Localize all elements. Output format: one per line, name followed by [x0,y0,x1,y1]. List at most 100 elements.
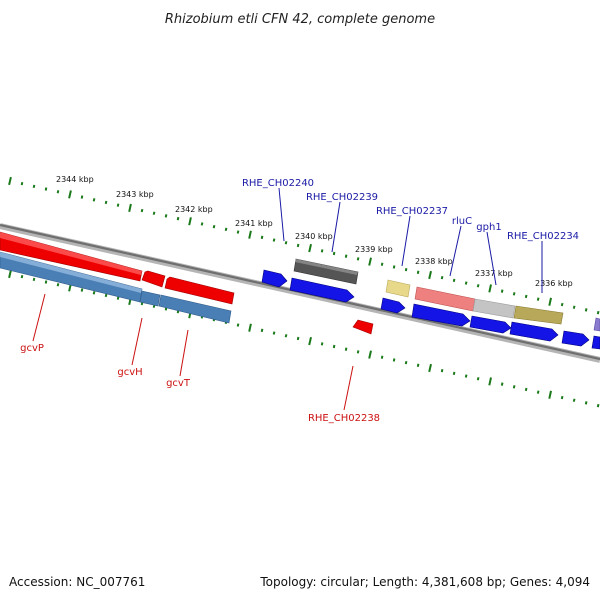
gene-RHE_CH02234[interactable] [509,321,559,342]
scale-tick-upper [476,284,480,288]
scale-tick-lower [464,374,468,378]
gene-RHE_CH02238[interactable] [352,319,374,335]
kbp-label: 2342 kbp [175,205,213,214]
gene-rluC[interactable] [411,303,471,327]
scale-tick-upper [356,257,360,261]
scale-tick-lower [296,336,300,341]
scale-tick-upper [548,297,552,306]
scale-tick-lower [416,363,420,367]
scale-tick-upper [212,224,216,229]
scale-tick-upper [320,249,324,253]
scale-tick-lower [440,368,444,373]
scale-tick-lower [320,342,324,346]
scale-tick-upper [68,190,72,199]
scale-tick-lower [272,331,276,335]
scale-tick-lower [284,334,288,338]
scale-tick-lower [44,280,48,284]
gene-RHE_CH02240[interactable] [261,269,288,288]
scale-tick-upper [368,257,372,266]
gene-partial-edge[interactable] [591,335,600,350]
scale-tick-lower [500,382,504,386]
scale-tick-lower [368,350,372,359]
gene-gcvT[interactable] [164,276,235,305]
kbp-label: 2343 kbp [116,190,154,199]
scale-tick-upper [440,275,444,280]
scale-tick-lower [476,377,480,381]
label-rluC: rluC [452,216,472,227]
scale-tick-upper [176,216,180,221]
scale-tick-upper [308,243,312,253]
scale-tick-lower [344,347,348,351]
scale-tick-lower [392,358,396,362]
gene-gcvH[interactable] [141,270,166,288]
scale-tick-lower [380,355,384,359]
kbp-label: 2340 kbp [295,232,333,241]
scale-tick-lower [248,323,252,332]
kbp-label: 2344 kbp [56,175,94,184]
scale-tick-lower [80,288,84,292]
scale-tick-upper [560,302,564,307]
scale-tick-upper [344,254,348,258]
scale-tick-upper [164,214,168,218]
scale-tick-lower [56,283,60,287]
scale-tick-upper [296,243,300,248]
scale-tick-upper [236,230,240,234]
scale-tick-upper [92,198,96,202]
scale-tick-upper [200,222,204,226]
scale-tick-upper [380,262,384,266]
scale-tick-upper [596,310,600,315]
gene-next-1[interactable] [561,330,590,347]
scale-tick-upper [140,208,144,213]
topology-text: Topology: circular; Length: 4,381,608 bp… [259,575,590,589]
scale-tick-upper [116,203,120,207]
scale-tick-lower [584,401,588,405]
gene-gph1[interactable] [469,315,512,334]
label-leaders [32,187,543,411]
scale-tick-lower [488,377,492,386]
label-RHE_CH02234: RHE_CH02234 [507,231,579,242]
scale-tick-lower [356,350,360,354]
label-RHE_CH02238: RHE_CH02238 [308,413,380,424]
gene-RHE_CH02237[interactable] [380,297,406,314]
gene-RHE_CH02239[interactable] [289,277,355,303]
scale-tick-lower [260,328,264,333]
pseudo-RHE_CH02239 [293,258,359,285]
scale-tick-lower [32,277,36,282]
misc-RHE_CH02234 [513,305,564,325]
scale-tick-lower [92,291,96,295]
scale-tick-upper [584,308,588,312]
scale-tick-upper [188,217,192,226]
scale-tick-upper [80,195,84,199]
scale-tick-upper [284,241,288,245]
scale-tick-upper [452,278,456,283]
genome-backbone [0,223,600,363]
scale-tick-lower [20,274,24,279]
scale-tick-upper [248,230,252,239]
scale-tick-lower [308,336,312,346]
scale-tick-lower [560,395,564,400]
forward-strand-features [261,258,600,350]
scale-tick-lower [536,390,540,394]
label-RHE_CH02240: RHE_CH02240 [242,178,314,189]
scale-tick-upper [20,181,24,186]
accession-text: Accession: NC_007761 [9,575,145,589]
scale-tick-lower [404,360,408,365]
scale-tick-lower [104,293,108,298]
scale-tick-upper [512,292,516,296]
label-RHE_CH02239: RHE_CH02239 [306,192,378,203]
kbp-label: 2338 kbp [415,257,453,266]
scale-tick-upper [152,211,156,215]
scale-tick-upper [260,235,264,240]
scale-tick-lower [428,363,432,373]
scale-tick-upper [104,200,108,205]
scale-tick-upper [428,270,432,280]
scale-tick-lower [332,344,336,349]
kbp-label: 2339 kbp [355,245,393,254]
scale-tick-upper [44,187,48,191]
misc-gph1 [472,298,516,319]
misc-RHE_CH02237 [385,279,411,298]
scale-tick-lower [572,398,576,402]
scale-tick-lower [512,385,516,389]
forward-gene-labels: RHE_CH02240 RHE_CH02239 RHE_CH02237 rluC… [242,178,579,242]
rna-track-gcvT [158,294,232,324]
